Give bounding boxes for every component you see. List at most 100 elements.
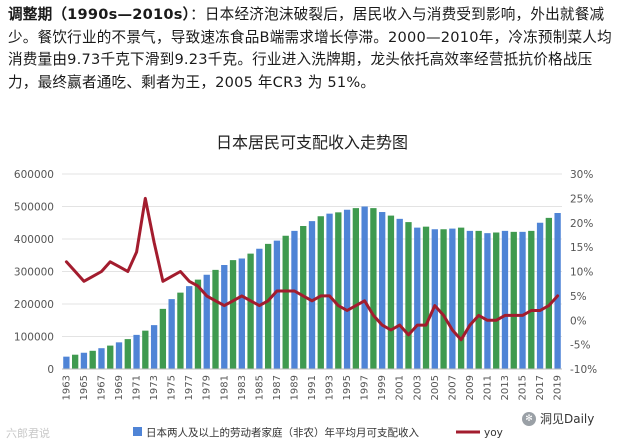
x-tick-label: 1993 [325, 375, 336, 400]
y-right-tick-label: -10% [570, 364, 597, 376]
x-tick-label: 1971 [132, 375, 143, 400]
x-tick-label: 1973 [149, 375, 160, 400]
x-tick-label: 2005 [430, 375, 441, 400]
y-left-tick-label: 300000 [14, 267, 54, 279]
income-bar [343, 209, 351, 369]
income-bar [80, 352, 88, 369]
x-tick-label: 2017 [535, 375, 546, 400]
income-bar [72, 354, 79, 369]
y-right-tick-label: 0% [570, 315, 587, 327]
x-tick-label: 2015 [518, 375, 529, 400]
income-bar [247, 253, 254, 369]
income-bar [370, 208, 377, 369]
y-right-tick-label: 25% [570, 193, 593, 205]
x-tick-label: 2019 [553, 375, 564, 400]
income-bar [484, 233, 491, 369]
y-right-tick-label: 30% [570, 169, 593, 181]
y-left-tick-label: 0 [47, 364, 54, 376]
income-bar [440, 229, 447, 369]
x-tick-label: 1997 [360, 375, 371, 400]
income-bar [422, 226, 430, 369]
income-bar [212, 269, 219, 369]
income-bar [431, 229, 438, 369]
income-bar [501, 230, 509, 369]
yoy-line [64, 196, 560, 342]
income-bar [89, 350, 96, 369]
income-bar [142, 330, 149, 369]
chart-legend: 日本两人及以上的劳动者家庭（非农）年平均月可支配收入 yoy [133, 426, 503, 439]
y-left-tick-label: 100000 [14, 332, 54, 344]
legend-label-line: yoy [484, 427, 503, 439]
x-tick-label: 1985 [254, 375, 265, 400]
y-right-tick-label: 5% [570, 291, 587, 303]
x-tick-label: 1983 [237, 375, 248, 400]
income-bar [168, 299, 175, 369]
legend-swatch-bar [133, 427, 142, 436]
income-bar [528, 230, 535, 369]
income-bar [396, 218, 403, 369]
y-right-tick-label: 10% [570, 267, 593, 279]
y-right-tick-label: 20% [570, 218, 593, 230]
income-bar [475, 230, 482, 369]
income-bar [335, 212, 342, 369]
income-bar [414, 227, 421, 369]
watermark-left: 六郎君说 [6, 427, 50, 440]
income-bar [177, 292, 184, 369]
bar-series [63, 206, 561, 369]
income-bar [457, 227, 465, 369]
income-bar [107, 345, 114, 369]
income-bar [133, 334, 140, 369]
income-bar [387, 215, 395, 369]
x-tick-label: 2001 [395, 375, 406, 400]
x-tick-label: 1991 [307, 375, 318, 400]
income-bar [352, 208, 360, 369]
income-bar [115, 342, 123, 369]
y-right-tick-label: -5% [570, 340, 590, 352]
x-tick-label: 2009 [465, 375, 476, 400]
legend-label-bar: 日本两人及以上的劳动者家庭（非农）年平均月可支配收入 [146, 426, 419, 439]
x-tick-label: 1979 [202, 375, 213, 400]
y-left-tick-label: 400000 [14, 234, 54, 246]
income-bar [449, 228, 456, 369]
income-bar [326, 213, 333, 369]
x-tick-label: 1963 [61, 375, 72, 400]
income-bar [159, 308, 167, 369]
yoy-line-series [64, 196, 560, 342]
income-bar [63, 356, 70, 369]
x-tick-label: 1969 [114, 375, 125, 400]
article-paragraph: 调整期（1990s—2010s）：日本经济泡沫破裂后，居民收入与消费受到影响，外… [8, 4, 614, 94]
income-bar [221, 265, 228, 369]
income-bar [124, 339, 131, 369]
income-bar [150, 325, 158, 369]
y-left-tick-label: 200000 [14, 299, 54, 311]
income-bar [405, 222, 412, 369]
income-bar [194, 279, 202, 369]
watermark-right-text: 洞见Daily [540, 412, 595, 426]
x-tick-label: 1977 [184, 375, 195, 400]
income-bar [291, 230, 298, 369]
income-bar [256, 248, 263, 369]
x-tick-label: 1967 [96, 375, 107, 400]
x-tick-label: 1981 [219, 375, 230, 400]
income-bar [264, 243, 272, 369]
income-bar [308, 221, 316, 369]
y-left-tick-label: 600000 [14, 169, 54, 181]
income-bar [379, 212, 386, 369]
article-body: ：日本经济泡沫破裂后，居民收入与消费受到影响，外出就餐减少。餐饮行业的不景气，导… [8, 6, 612, 91]
income-bar [519, 231, 526, 369]
x-tick-label: 1989 [289, 375, 300, 400]
income-bar [361, 206, 368, 369]
chart-title: 日本居民可支配收入走势图 [216, 133, 408, 152]
x-tick-label: 2011 [482, 375, 493, 400]
wechat-icon: ✻ [522, 411, 536, 426]
watermark-right: ✻ 洞见Daily [518, 409, 599, 428]
x-tick-label: 1975 [167, 375, 178, 400]
chart-axes: 0 100000 200000 300000 400000 500000 600000 -10… [14, 169, 597, 400]
income-bar [536, 222, 544, 369]
income-bar [554, 213, 561, 369]
y-left-tick-label: 500000 [14, 202, 54, 214]
income-trend-chart: 日本居民可支配收入走势图 0 100000 200000 300000 400000 50… [14, 133, 597, 439]
x-tick-label: 2003 [412, 375, 423, 400]
y-right-tick-label: 15% [570, 242, 593, 254]
income-bar [203, 274, 210, 369]
